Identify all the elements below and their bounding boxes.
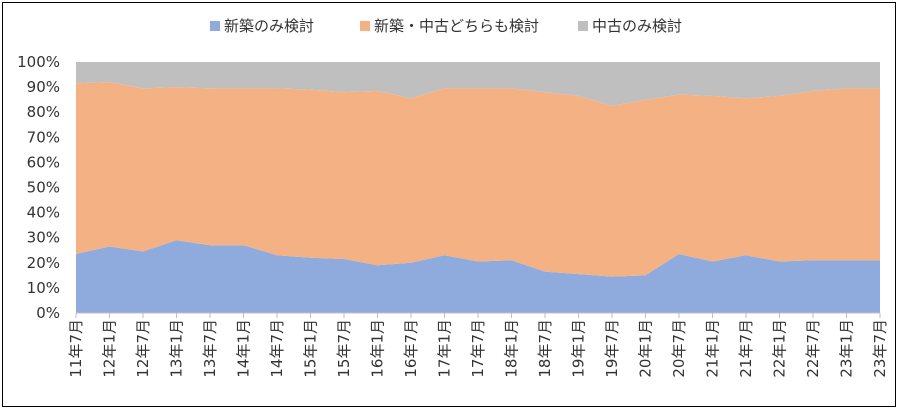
x-tick-label: 14年7月 xyxy=(268,319,286,378)
legend-swatch-2 xyxy=(360,21,370,31)
x-tick-label: 21年7月 xyxy=(737,319,755,378)
y-tick-label: 20% xyxy=(27,254,60,272)
x-tick-label: 13年7月 xyxy=(201,319,219,378)
x-tick-label: 20年1月 xyxy=(637,319,655,378)
y-tick-label: 50% xyxy=(27,179,60,197)
legend-label-1: 新築のみ検討 xyxy=(224,17,314,35)
y-tick-label: 100% xyxy=(17,53,60,71)
x-tick-label: 12年7月 xyxy=(134,319,152,378)
legend: 新築のみ検討 新築・中古どちらも検討 中古のみ検討 xyxy=(210,17,682,35)
x-tick-label: 22年7月 xyxy=(804,319,822,378)
legend-label-2: 新築・中古どちらも検討 xyxy=(374,17,539,35)
legend-swatch-3 xyxy=(578,21,588,31)
area-series-1 xyxy=(76,240,880,313)
y-tick-label: 70% xyxy=(27,128,60,146)
x-tick-label: 17年7月 xyxy=(469,319,487,378)
x-tick-label: 18年1月 xyxy=(503,319,521,378)
y-tick-label: 60% xyxy=(27,153,60,171)
x-tick-label: 21年1月 xyxy=(704,319,722,378)
x-tick-label: 11年7月 xyxy=(67,319,85,378)
area-series-3 xyxy=(76,62,880,106)
x-tick-label: 23年7月 xyxy=(871,319,889,378)
x-tick-label: 16年1月 xyxy=(369,319,387,378)
x-tick-label: 19年7月 xyxy=(603,319,621,378)
y-tick-label: 0% xyxy=(36,304,60,322)
x-tick-label: 12年1月 xyxy=(101,319,119,378)
x-axis: 11年7月 12年1月 12年7月 13年1月 13年7月 14年1月 14年7月 15年1月… xyxy=(67,312,889,378)
area-series-2 xyxy=(76,82,880,277)
y-axis: 0% 10% 20% 30% 40% 50% 60% 70% 80% 90% 100% xyxy=(17,53,60,322)
y-tick-label: 40% xyxy=(27,204,60,222)
x-tick-label: 22年1月 xyxy=(771,319,789,378)
x-tick-label: 20年7月 xyxy=(670,319,688,378)
x-tick-label: 19年1月 xyxy=(570,319,588,378)
x-tick-label: 15年7月 xyxy=(335,319,353,378)
y-tick-label: 80% xyxy=(27,103,60,121)
x-tick-label: 18年7月 xyxy=(536,319,554,378)
x-tick-label: 16年7月 xyxy=(402,319,420,378)
x-tick-label: 15年1月 xyxy=(302,319,320,378)
y-tick-label: 30% xyxy=(27,229,60,247)
x-tick-label: 14年1月 xyxy=(235,319,253,378)
plot-areas xyxy=(76,62,880,313)
x-tick-label: 17年1月 xyxy=(436,319,454,378)
x-tick-label: 13年1月 xyxy=(168,319,186,378)
legend-label-3: 中古のみ検討 xyxy=(592,17,682,35)
x-tick-label: 23年1月 xyxy=(838,319,856,378)
y-tick-label: 10% xyxy=(27,279,60,297)
legend-swatch-1 xyxy=(210,21,220,31)
y-tick-label: 90% xyxy=(27,78,60,96)
